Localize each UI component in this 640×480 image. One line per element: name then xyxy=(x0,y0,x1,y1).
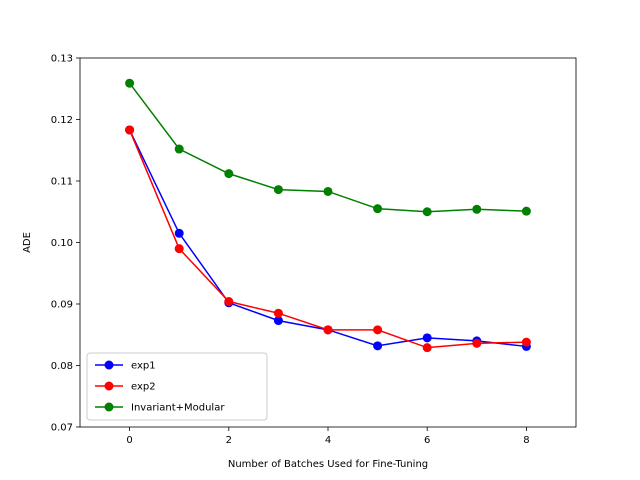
data-point xyxy=(273,185,283,195)
x-axis-label: Number of Batches Used for Fine-Tuning xyxy=(228,459,428,470)
y-tick-label: 0.11 xyxy=(51,177,73,188)
series-line xyxy=(128,129,527,349)
legend-item: exp2 xyxy=(95,381,156,393)
data-point xyxy=(273,316,283,326)
data-point xyxy=(373,204,383,214)
data-point xyxy=(373,325,383,335)
data-point xyxy=(224,297,234,307)
series-invariant-modular xyxy=(125,78,531,217)
series-exp1 xyxy=(125,125,531,351)
y-tick-label: 0.12 xyxy=(51,115,73,126)
series-line xyxy=(128,129,527,348)
data-point xyxy=(174,244,184,254)
legend-label: Invariant+Modular xyxy=(131,403,225,414)
data-point xyxy=(472,204,482,214)
legend-marker xyxy=(104,402,114,412)
data-point xyxy=(125,78,135,88)
data-point xyxy=(174,144,184,154)
data-point xyxy=(174,228,184,238)
data-point xyxy=(125,125,135,135)
y-tick-label: 0.13 xyxy=(51,54,73,65)
x-tick-label: 6 xyxy=(424,435,430,446)
legend-item: exp1 xyxy=(95,360,156,372)
data-point xyxy=(224,169,234,179)
legend-label: exp2 xyxy=(131,382,156,393)
x-tick-label: 2 xyxy=(226,435,232,446)
legend-item: Invariant+Modular xyxy=(95,402,225,414)
series-layer xyxy=(125,78,531,353)
data-point xyxy=(422,207,432,217)
legend-marker xyxy=(104,381,114,391)
x-axis-ticks: 0 2 4 6 8 xyxy=(126,427,530,446)
x-tick-label: 8 xyxy=(523,435,529,446)
legend-label: exp1 xyxy=(131,361,156,372)
data-point xyxy=(422,343,432,353)
data-point xyxy=(373,341,383,351)
x-tick-label: 4 xyxy=(325,435,331,446)
y-tick-label: 0.07 xyxy=(51,423,73,434)
x-tick-label: 0 xyxy=(126,435,132,446)
series-exp2 xyxy=(125,125,531,353)
data-point xyxy=(273,308,283,318)
legend-marker xyxy=(104,360,114,370)
legend: exp1 exp2 Invariant+Modular xyxy=(86,352,268,421)
y-axis-ticks: 0.07 0.08 0.09 0.10 0.11 0.12 0.13 xyxy=(51,54,80,434)
data-point xyxy=(472,338,482,348)
legend-box xyxy=(86,352,268,421)
data-point xyxy=(323,325,333,335)
y-tick-label: 0.08 xyxy=(51,361,73,372)
y-axis-label: ADE xyxy=(22,232,33,253)
data-point xyxy=(521,337,531,347)
y-tick-label: 0.10 xyxy=(51,238,73,249)
data-point xyxy=(521,206,531,216)
y-tick-label: 0.09 xyxy=(51,300,73,311)
data-point xyxy=(323,186,333,196)
data-point xyxy=(422,333,432,343)
